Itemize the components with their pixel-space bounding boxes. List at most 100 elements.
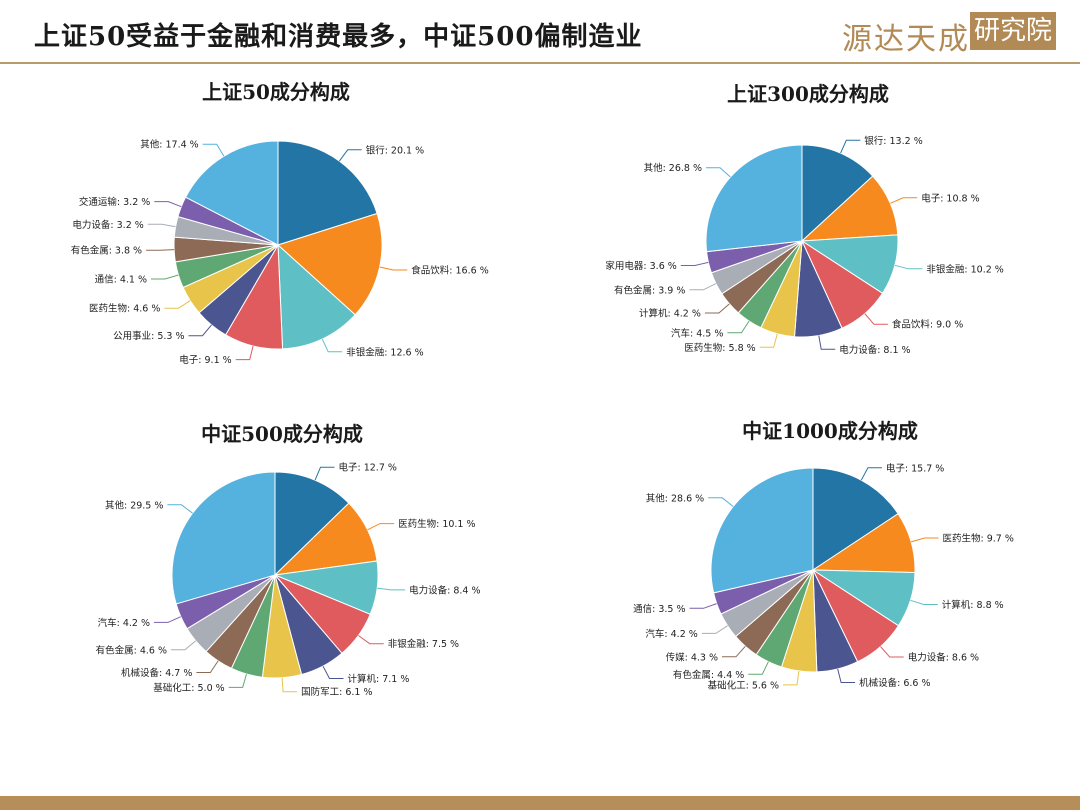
slice-label: 电力设备: 8.4 % <box>409 584 480 596</box>
logo-seal: 研究院 <box>970 12 1056 50</box>
chart-title-zz500: 中证500成分构成 <box>201 422 363 446</box>
slice-label: 电子: 15.7 % <box>886 462 944 474</box>
slice-label: 医药生物: 10.1 % <box>398 518 475 530</box>
leader-line <box>196 660 219 673</box>
leader-line <box>727 320 750 334</box>
leader-line <box>228 673 247 688</box>
leader-line <box>147 223 176 228</box>
leader-line <box>151 274 179 280</box>
slice-label: 基础化工: 5.6 % <box>708 679 779 691</box>
leader-line <box>171 640 197 651</box>
pie-slice <box>277 212 383 316</box>
slice-label: 计算机: 4.2 % <box>639 308 701 320</box>
slice-label: 家用电器: 3.6 % <box>605 260 676 272</box>
slice-label: 其他: 28.6 % <box>646 492 704 504</box>
leader-line <box>783 670 800 686</box>
slice-label: 通信: 4.1 % <box>95 274 147 286</box>
slice-label: 国防军工: 6.1 % <box>301 686 372 698</box>
slice-label: 非银金融: 7.5 % <box>388 638 459 650</box>
leader-line <box>321 338 343 353</box>
leader-line <box>706 167 731 178</box>
slice-label: 有色金属: 4.4 % <box>673 669 744 681</box>
leader-line <box>680 261 709 266</box>
leader-line <box>235 345 254 361</box>
leader-line <box>379 266 408 271</box>
slice-label: 传媒: 4.3 % <box>666 651 718 663</box>
leader-line <box>701 625 728 634</box>
leader-line <box>708 497 734 507</box>
leader-line <box>188 324 212 337</box>
leader-line <box>314 466 335 481</box>
leader-line <box>358 635 384 645</box>
leader-line <box>880 646 904 658</box>
slice-label: 基础化工: 5.0 % <box>153 682 224 694</box>
slice-label: 汽车: 4.5 % <box>671 327 723 339</box>
leader-line <box>704 303 730 314</box>
slice-label: 汽车: 4.2 % <box>98 617 150 629</box>
slice-label: 计算机: 8.8 % <box>942 599 1004 611</box>
slice-label: 其他: 26.8 % <box>644 162 702 174</box>
slice-label: 通信: 3.5 % <box>633 603 685 615</box>
leader-line <box>146 249 175 251</box>
slice-label: 有色金属: 3.9 % <box>614 284 685 296</box>
leader-line <box>910 537 939 543</box>
slice-label: 食品饮料: 9.0 % <box>892 319 963 331</box>
leader-line <box>837 668 856 683</box>
slice-label: 公用事业: 5.3 % <box>113 330 184 342</box>
logo: 源达天成 研究院 <box>842 12 1058 57</box>
slice-label: 电子: 12.7 % <box>339 462 397 474</box>
footer-bar <box>0 796 1080 810</box>
leader-line <box>367 523 395 531</box>
leader-line <box>164 300 191 309</box>
leader-line <box>377 587 406 591</box>
leader-line <box>167 504 193 514</box>
slice-label: 电子: 9.1 % <box>179 354 231 366</box>
pie-slice <box>274 471 350 577</box>
leader-line <box>154 616 182 623</box>
slice-label: 其他: 29.5 % <box>105 499 163 511</box>
slice-label: 医药生物: 5.8 % <box>684 342 755 354</box>
pie-slice <box>801 144 874 243</box>
chart-title-zz1000: 中证1000成分构成 <box>742 419 918 443</box>
slice-label: 医药生物: 4.6 % <box>89 303 160 315</box>
slice-label: 食品饮料: 16.6 % <box>411 265 488 277</box>
slice-label: 其他: 17.4 % <box>140 139 198 151</box>
slice-label: 电力设备: 8.1 % <box>839 344 910 356</box>
header: 上证50受益于金融和消费最多，中证500偏制造业 源达天成 研究院 <box>0 0 1080 66</box>
leader-line <box>840 139 861 154</box>
leader-line <box>154 201 182 208</box>
slice-label: 非银金融: 10.2 % <box>926 263 1003 275</box>
leader-line <box>281 677 298 693</box>
leader-line <box>890 197 918 204</box>
slice-label: 电力设备: 8.6 % <box>908 652 979 664</box>
chart-title-sz50: 上证50成分构成 <box>202 80 350 104</box>
slice-label: 银行: 20.1 % <box>366 144 424 156</box>
pie-slice <box>705 144 803 253</box>
pie-slice <box>171 471 276 605</box>
leader-line <box>202 143 225 157</box>
slice-label: 非银金融: 12.6 % <box>346 346 423 358</box>
page-title: 上证50受益于金融和消费最多，中证500偏制造业 <box>34 22 643 52</box>
slice-label: 有色金属: 3.8 % <box>71 245 142 257</box>
leader-line <box>910 599 938 605</box>
slice-label: 电力设备: 3.2 % <box>72 219 143 231</box>
leader-line <box>759 333 778 348</box>
slice-label: 计算机: 7.1 % <box>348 673 410 685</box>
slice-label: 有色金属: 4.6 % <box>96 644 167 656</box>
leader-line <box>748 661 769 675</box>
pie-slice <box>277 243 356 350</box>
leader-line <box>322 665 344 679</box>
slice-label: 汽车: 4.2 % <box>645 628 697 640</box>
leader-line <box>860 467 882 481</box>
chart-title-sz300: 上证300成分构成 <box>727 82 889 106</box>
slice-label: 机械设备: 6.6 % <box>859 677 930 689</box>
leader-line <box>689 603 717 609</box>
header-divider <box>0 62 1080 64</box>
leader-line <box>722 645 746 658</box>
slice-label: 电子: 10.8 % <box>921 192 979 204</box>
slice-label: 银行: 13.2 % <box>864 135 922 147</box>
